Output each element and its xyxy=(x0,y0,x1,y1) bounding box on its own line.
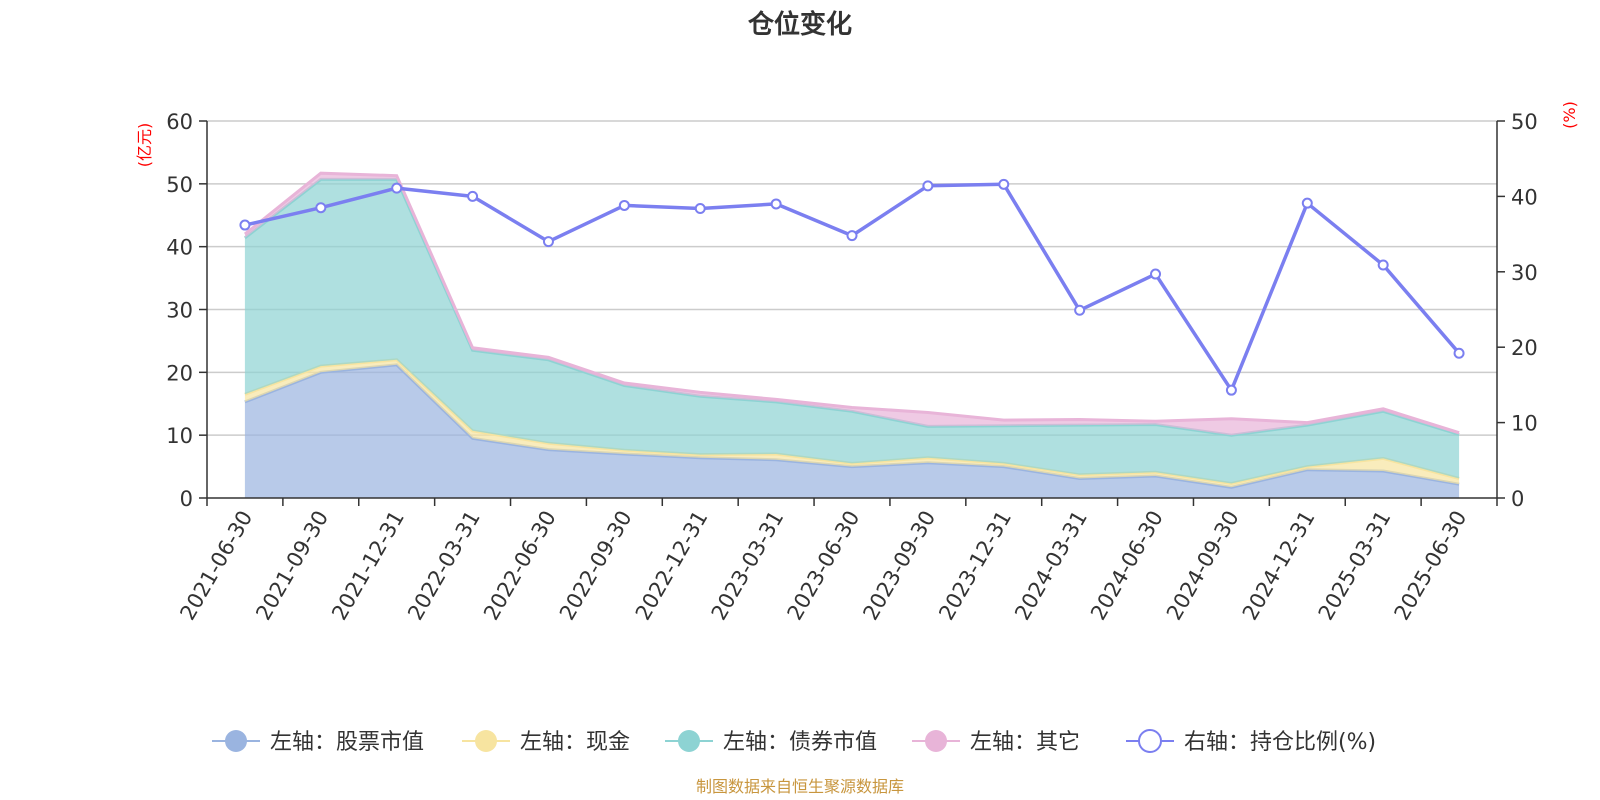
x-tick-label: 2022-03-31 xyxy=(403,507,485,625)
data-source-note: 制图数据来自恒生聚源数据库 xyxy=(696,777,904,796)
x-tick-label: 2023-12-31 xyxy=(934,507,1016,625)
legend-label[interactable]: 左轴：股票市值 xyxy=(270,730,424,755)
left-tick-label: 0 xyxy=(180,487,193,511)
ratio-point xyxy=(542,236,554,248)
legend: 左轴：股票市值 左轴：现金 左轴：债券市值 左轴：其它 右轴：持仓比例(%) xyxy=(212,729,1376,755)
ratio-point xyxy=(618,199,630,211)
left-axis-unit: (亿元) xyxy=(135,123,154,168)
left-tick-label: 60 xyxy=(166,110,193,134)
legend-marker-circle-icon[interactable] xyxy=(225,730,247,752)
x-tick-label: 2025-06-30 xyxy=(1390,507,1472,625)
area-series-group xyxy=(243,171,1460,498)
left-tick-label: 40 xyxy=(166,236,193,260)
ratio-point xyxy=(1301,197,1313,209)
right-tick-label: 50 xyxy=(1511,110,1538,134)
ratio-point xyxy=(998,178,1010,190)
right-tick-label: 40 xyxy=(1511,185,1538,209)
ratio-point xyxy=(1225,384,1237,396)
x-tick-label: 2022-12-31 xyxy=(631,507,713,625)
x-tick-label: 2023-09-30 xyxy=(858,507,940,625)
ratio-point xyxy=(1377,259,1389,271)
x-tick-label: 2023-06-30 xyxy=(783,507,865,625)
legend-label[interactable]: 左轴：现金 xyxy=(520,730,630,755)
area-edge-line xyxy=(243,171,1460,435)
ratio-point xyxy=(694,202,706,214)
legend-marker-circle-icon[interactable] xyxy=(475,730,497,752)
ratio-point xyxy=(239,219,251,231)
legend-marker-circle-icon[interactable] xyxy=(925,730,947,752)
left-tick-label: 10 xyxy=(166,424,193,448)
x-tick-label: 2021-12-31 xyxy=(327,507,409,625)
x-tick-label: 2023-03-31 xyxy=(707,507,789,625)
legend-label[interactable]: 左轴：债券市值 xyxy=(723,730,877,755)
legend-marker-circle-icon[interactable] xyxy=(678,730,700,752)
left-tick-label: 30 xyxy=(166,299,193,323)
line-series-group xyxy=(239,178,1465,396)
ratio-point xyxy=(391,182,403,194)
x-tick-label: 2024-03-31 xyxy=(1010,507,1092,625)
x-tick-label: 2021-06-30 xyxy=(175,507,257,625)
legend-marker-circle-icon[interactable] xyxy=(1138,729,1162,753)
x-tick-label: 2024-06-30 xyxy=(1086,507,1168,625)
chart-title: 仓位变化 xyxy=(747,9,852,40)
ratio-point xyxy=(922,180,934,192)
left-tick-label: 20 xyxy=(166,361,193,385)
x-tick-label: 2022-06-30 xyxy=(479,507,561,625)
x-tick-label: 2024-12-31 xyxy=(1238,507,1320,625)
legend-label[interactable]: 左轴：其它 xyxy=(970,730,1080,755)
ratio-point xyxy=(1150,268,1162,280)
ratio-point xyxy=(770,198,782,210)
left-tick-label: 50 xyxy=(166,173,193,197)
x-tick-label: 2024-09-30 xyxy=(1162,507,1244,625)
ratio-point xyxy=(1074,304,1086,316)
x-tick-label: 2021-09-30 xyxy=(251,507,333,625)
legend-label[interactable]: 右轴：持仓比例(%) xyxy=(1184,730,1376,755)
ratio-point xyxy=(467,190,479,202)
area-fill xyxy=(244,179,1460,484)
right-tick-label: 20 xyxy=(1511,336,1538,360)
right-tick-label: 10 xyxy=(1511,412,1538,436)
ratio-point xyxy=(846,230,858,242)
area-fill xyxy=(244,364,1460,498)
ratio-point xyxy=(315,202,327,214)
right-tick-label: 30 xyxy=(1511,261,1538,285)
right-axis-unit: (%) xyxy=(1560,101,1579,129)
x-tick-label: 2025-03-31 xyxy=(1314,507,1396,625)
ratio-point xyxy=(1453,347,1465,359)
x-tick-label: 2022-09-30 xyxy=(555,507,637,625)
right-tick-label: 0 xyxy=(1511,487,1524,511)
